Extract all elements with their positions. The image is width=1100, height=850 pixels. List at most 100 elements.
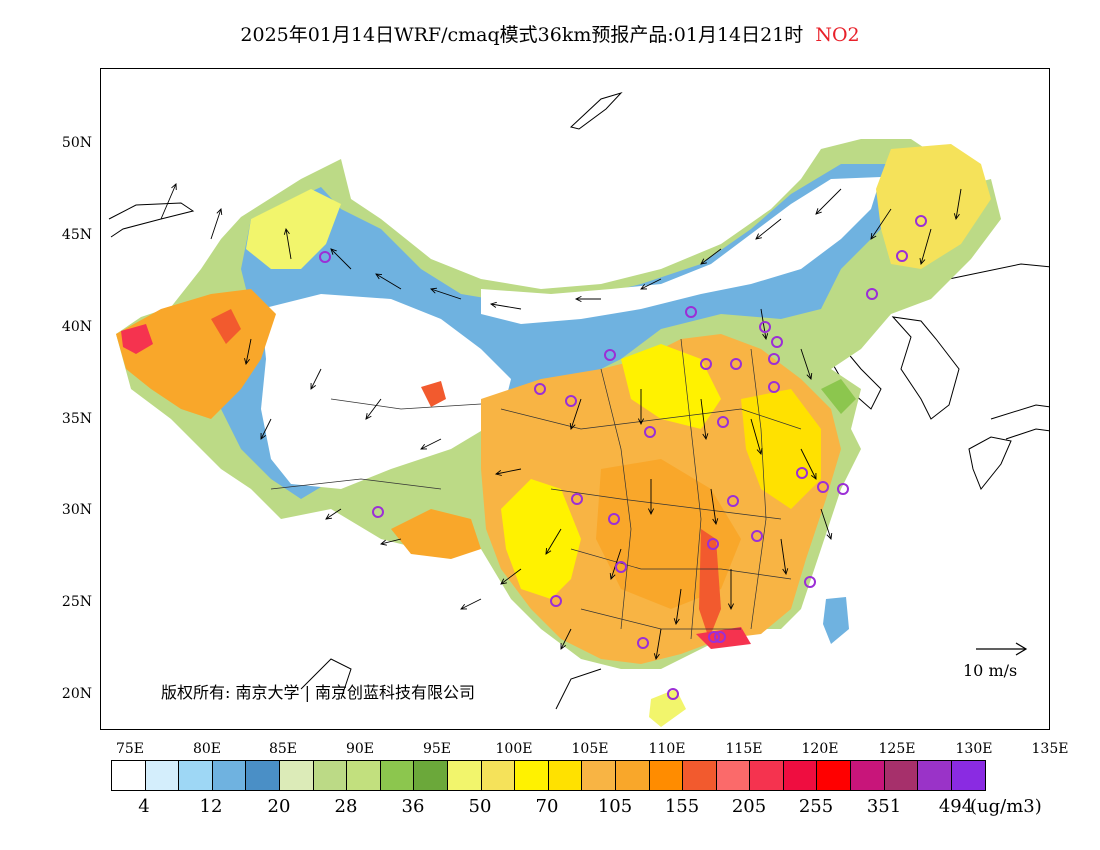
city-marker [714,631,726,643]
wind-arrow-head [702,433,709,441]
wind-reference-arrow [976,642,1028,656]
city-marker [707,538,719,550]
wind-arrow [920,228,932,265]
map-frame[interactable]: 版权所有: 南京大学 | 南京创蓝科技有限公司 10 m/s [100,68,1050,730]
wind-arrow-head [919,258,926,265]
legend-swatch [884,761,919,790]
legend-swatch [179,761,213,790]
lat-label-50n: 50N [61,135,92,151]
legend-label-494: 494 [938,796,974,817]
legend-unit: (ug/m3) [970,796,1042,817]
city-marker [751,530,763,542]
wind-arrow-head [325,513,333,520]
lon-label-135e: 135E [1031,741,1069,757]
city-marker [768,353,780,365]
lon-label-85e: 85E [268,741,298,757]
wind-arrow [800,448,817,480]
wind-arrow [310,368,322,390]
legend-label-50: 50 [468,796,492,817]
legend-label-28: 28 [334,796,358,817]
lat-label-20n: 20N [61,686,92,702]
city-marker [615,561,627,573]
legend-swatch [548,761,583,790]
lon-label-110e: 110E [648,741,686,757]
wind-arrow-head [806,372,813,380]
lon-label-95e: 95E [422,741,452,757]
legend-swatch [716,761,751,790]
legend-swatch [783,761,818,790]
lon-label-100e: 100E [495,741,533,757]
wind-arrow-head [375,273,383,280]
city-marker [604,349,616,361]
wind-arrow [760,308,767,340]
wind-arrow-head [653,653,660,661]
legend-swatch [951,761,986,790]
city-marker [817,481,829,493]
wind-arrow [955,188,962,220]
city-marker [730,358,742,370]
city-marker [319,251,331,263]
legend-swatch [380,761,415,790]
legend-label-20: 20 [267,796,291,817]
legend-swatch [615,761,650,790]
wind-arrow-head [810,472,817,480]
wind-arrow [710,488,717,525]
legend-swatch [817,761,852,790]
wind-arrow-head [430,287,438,294]
wind-arrow-head [647,508,655,516]
wind-arrow-head [762,333,769,341]
wind-arrow [700,398,707,440]
title-text: 2025年01月14日WRF/cmaq模式36km预报产品:01月14日21时 [240,24,804,46]
wind-arrow [870,208,892,240]
legend-swatch [649,761,684,790]
wind-arrow-head [756,448,763,455]
wind-arrow [430,288,462,300]
city-marker [771,336,783,348]
city-marker [608,513,620,525]
legend-label-4: 4 [138,796,150,817]
wind-arrow [500,568,522,585]
city-marker [700,358,712,370]
lon-label-120e: 120E [801,741,839,757]
wind-arrow [245,338,252,365]
wind-arrow-head [260,432,267,440]
wind-arrow-head [870,232,877,240]
city-marker [534,383,546,395]
wind-arrow-head [953,213,960,221]
color-legend-bar [111,760,987,791]
lon-label-80e: 80E [192,741,222,757]
lat-label-40n: 40N [61,319,92,335]
legend-swatch [313,761,348,790]
wind-arrow [375,273,402,290]
lon-label-105e: 105E [571,741,609,757]
wind-arrow [700,248,722,265]
wind-arrow [495,468,522,475]
wind-vectors [160,183,962,661]
lat-label-45n: 45N [61,227,92,243]
concentration-map [108,91,1049,727]
wind-arrow-head [489,301,497,308]
lon-label-115e: 115E [725,741,763,757]
city-marker [550,595,562,607]
wind-arrow [815,188,842,215]
city-marker [644,426,656,438]
wind-arrow [655,628,662,660]
legend-swatch [347,761,381,790]
city-marker [685,306,697,318]
wind-arrow [490,303,522,310]
city-marker [727,495,739,507]
city-marker [915,215,927,227]
copyright-text: 版权所有: 南京大学 | 南京创蓝科技有限公司 [161,683,476,702]
city-marker [896,250,908,262]
city-marker [796,467,808,479]
wind-arrow-head [782,568,789,576]
wind-arrow-head [815,208,822,215]
legend-label-205: 205 [731,796,767,817]
wind-arrow [260,418,272,440]
city-marker [571,493,583,505]
wind-arrow-head [494,470,502,476]
legend-swatch [750,761,784,790]
wind-arrow-head [569,422,576,430]
legend-swatch [447,761,482,790]
wind-arrow [420,438,442,450]
